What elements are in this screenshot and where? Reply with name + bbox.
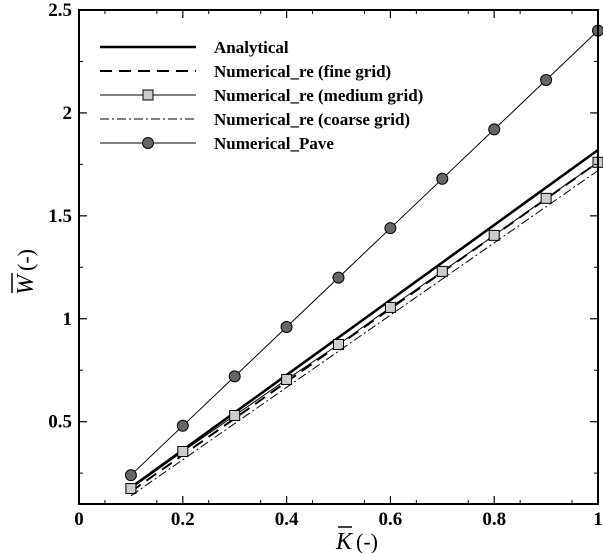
legend-label: Analytical xyxy=(214,38,289,57)
y-tick-label: 2 xyxy=(63,103,73,124)
series-4-point xyxy=(384,222,397,235)
series-4-point xyxy=(332,271,345,284)
series-2-point xyxy=(540,192,552,204)
series-4-line xyxy=(130,30,599,476)
series-2-point xyxy=(177,446,189,458)
series-2 xyxy=(125,156,603,495)
series-4-point xyxy=(488,123,501,136)
series-4-point xyxy=(540,73,553,86)
legend-item-2: Numerical_re (medium grid) xyxy=(100,86,423,105)
series-2-point xyxy=(436,265,448,277)
series-3 xyxy=(130,170,599,497)
y-axis-symbol: W xyxy=(13,273,39,295)
series-4 xyxy=(124,24,603,482)
x-tick-label: 0.6 xyxy=(379,509,403,530)
y-tick-label: 1 xyxy=(63,309,73,330)
y-tick-label: 2.5 xyxy=(48,0,72,21)
y-tick-label: 0.5 xyxy=(48,412,72,433)
legend-label: Numerical_re (fine grid) xyxy=(214,62,391,81)
series-0-line xyxy=(130,148,599,489)
legend-item-1: Numerical_re (fine grid) xyxy=(100,62,391,81)
series-2-point xyxy=(229,409,241,421)
legend-marker xyxy=(142,137,154,149)
series-4-point xyxy=(176,419,189,432)
x-tick-label: 0.8 xyxy=(482,509,506,530)
y-axis-label: W(-) xyxy=(11,249,39,295)
series-layer xyxy=(124,24,603,497)
legend-item-4: Numerical_Pave xyxy=(100,134,334,153)
series-0 xyxy=(130,148,599,489)
series-4-point xyxy=(280,320,293,333)
y-axis-unit: (-) xyxy=(13,249,38,271)
x-axis-unit: (-) xyxy=(356,529,378,553)
series-2-point xyxy=(384,301,396,313)
legend: Analytical Numerical_re (fine grid) Numeri… xyxy=(100,38,423,153)
series-4-point xyxy=(228,370,241,383)
x-axis-label: K (-) xyxy=(335,526,378,553)
series-4-point xyxy=(436,172,449,185)
series-2-point xyxy=(488,229,500,241)
plot-frame xyxy=(78,9,599,505)
x-tick-label: 0 xyxy=(74,509,84,530)
series-2-point xyxy=(281,373,293,385)
x-tick-label: 0.2 xyxy=(171,509,195,530)
y-tick-label: 1.5 xyxy=(48,206,72,227)
legend-marker xyxy=(142,89,154,101)
legend-label: Numerical_re (coarse grid) xyxy=(214,110,410,129)
legend-label: Numerical_re (medium grid) xyxy=(214,86,423,105)
legend-item-3: Numerical_re (coarse grid) xyxy=(100,110,410,129)
series-2-point xyxy=(333,338,344,350)
x-tick-label: 0.4 xyxy=(275,509,299,530)
series-4-point xyxy=(124,469,137,482)
series-2-line xyxy=(130,161,599,490)
x-tick-label: 1 xyxy=(593,509,603,530)
ticks-layer: 0 0.2 0.4 0.6 0.8 1 0.5 1 1.5 2 2.5 xyxy=(48,0,603,530)
x-axis-symbol: K xyxy=(335,529,354,553)
series-2-point xyxy=(125,483,137,495)
series-3-line xyxy=(130,170,599,497)
legend-item-0: Analytical xyxy=(100,38,289,57)
axis-labels: K (-)W(-) xyxy=(11,249,378,553)
legend-label: Numerical_Pave xyxy=(214,134,334,153)
